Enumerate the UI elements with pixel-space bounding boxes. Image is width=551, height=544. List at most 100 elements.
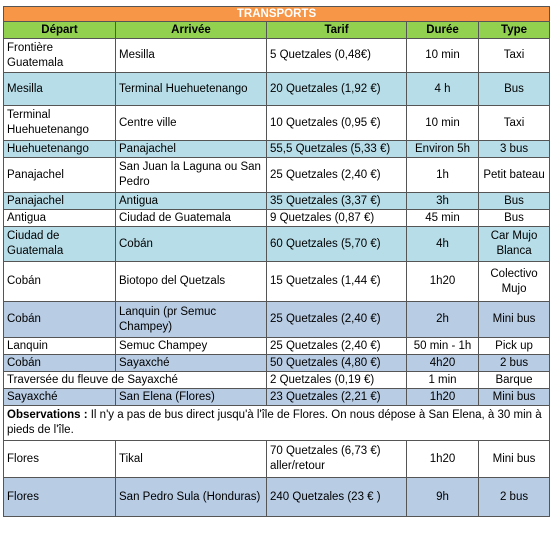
cell-type: Mini bus: [477, 388, 551, 406]
cell-tarif: 15 Quetzales (1,44 €): [266, 261, 407, 302]
cell-tarif: 25 Quetzales (2,40 €): [266, 157, 407, 193]
table-row: Terminal Huehuetenango Centre ville 10 Q…: [3, 105, 551, 141]
cell-type: Petit bateau: [477, 157, 551, 193]
cell-depart: Frontière Guatemala: [3, 38, 116, 73]
cell-type: Barque: [477, 371, 551, 389]
observations-cell: Observations : Il n'y a pas de bus direc…: [2, 405, 551, 441]
cell-arrivee: San Juan la Laguna ou San Pedro: [115, 157, 267, 193]
table-row: Lanquin Semuc Champey 25 Quetzales (2,40…: [3, 337, 551, 355]
cell-duree: 10 min: [406, 105, 479, 141]
cell-arrivee: Mesilla: [115, 38, 267, 73]
cell-duree: 3h: [406, 192, 479, 210]
cell-depart: Panajachel: [3, 157, 116, 193]
cell-duree: 4h: [406, 226, 479, 262]
observations-text: Il n'y a pas de bus direct jusqu'à l'île…: [7, 409, 542, 436]
cell-depart: Cobán: [3, 261, 116, 302]
cell-depart: Ciudad de Guatemala: [3, 226, 116, 262]
cell-tarif: 2 Quetzales (0,19 €): [266, 371, 407, 389]
header-tarif: Tarif: [266, 21, 407, 39]
table-row: Ciudad de Guatemala Cobán 60 Quetzales (…: [3, 226, 551, 262]
observations-row: Observations : Il n'y a pas de bus direc…: [2, 405, 551, 441]
header-type: Type: [477, 21, 551, 39]
cell-arrivee: Tikal: [115, 440, 267, 478]
cell-type: Bus: [477, 192, 551, 210]
cell-tarif: 70 Quetzales (6,73 €) aller/retour: [266, 440, 407, 478]
cell-arrivee: San Elena (Flores): [115, 388, 267, 406]
table-row: Flores San Pedro Sula (Honduras) 240 Que…: [3, 477, 551, 517]
transports-table: TRANSPORTS Départ Arrivée Tarif Durée Ty…: [2, 6, 551, 517]
cell-arrivee: Semuc Champey: [115, 337, 267, 355]
cell-type: 3 bus: [477, 140, 551, 158]
cell-depart: Lanquin: [3, 337, 116, 355]
cell-depart: Huehuetenango: [3, 140, 116, 158]
table-row: Traversée du fleuve de Sayaxché 2 Quetza…: [3, 371, 551, 389]
header-duree: Durée: [406, 21, 479, 39]
cell-duree: 45 min: [406, 209, 479, 227]
cell-tarif: 25 Quetzales (2,40 €): [266, 301, 407, 338]
cell-arrivee: Terminal Huehuetenango: [115, 72, 267, 106]
cell-tarif: 240 Quetzales (23 € ): [266, 477, 407, 517]
cell-tarif: 35 Quetzales (3,37 €): [266, 192, 407, 210]
cell-tarif: 5 Quetzales (0,48€): [266, 38, 407, 73]
cell-tarif: 25 Quetzales (2,40 €): [266, 337, 407, 355]
cell-arrivee: Lanquin (pr Semuc Champey): [115, 301, 267, 338]
cell-tarif: 20 Quetzales (1,92 €): [266, 72, 407, 106]
cell-type: Mini bus: [477, 440, 551, 478]
cell-depart: Traversée du fleuve de Sayaxché: [3, 371, 267, 389]
cell-arrivee: Cobán: [115, 226, 267, 262]
cell-duree: 4h20: [406, 354, 479, 372]
cell-depart: Cobán: [3, 354, 116, 372]
cell-tarif: 23 Quetzales (2,21 €): [266, 388, 407, 406]
cell-tarif: 55,5 Quetzales (5,33 €): [266, 140, 407, 158]
table-row: Cobán Biotopo del Quetzals 15 Quetzales …: [3, 261, 551, 302]
cell-duree: 1h20: [406, 388, 479, 406]
cell-duree: 1h20: [406, 261, 479, 302]
table-row: Cobán Lanquin (pr Semuc Champey) 25 Quet…: [3, 301, 551, 338]
cell-duree: 10 min: [406, 38, 479, 73]
cell-arrivee: Antigua: [115, 192, 267, 210]
table-row: Sayaxché San Elena (Flores) 23 Quetzales…: [3, 388, 551, 406]
cell-depart: Flores: [3, 477, 116, 517]
cell-tarif: 50 Quetzales (4,80 €): [266, 354, 407, 372]
cell-arrivee: Sayaxché: [115, 354, 267, 372]
header-depart: Départ: [3, 21, 116, 39]
cell-duree: 2h: [406, 301, 479, 338]
cell-duree: Environ 5h: [406, 140, 479, 158]
cell-depart: Panajachel: [3, 192, 116, 210]
cell-type: Taxi: [477, 105, 551, 141]
cell-duree: 1h20: [406, 440, 479, 478]
cell-type: Mini bus: [477, 301, 551, 338]
cell-type: Pick up: [477, 337, 551, 355]
cell-arrivee: Panajachel: [115, 140, 267, 158]
table-row: Cobán Sayaxché 50 Quetzales (4,80 €) 4h2…: [3, 354, 551, 372]
table-row: Frontière Guatemala Mesilla 5 Quetzales …: [3, 38, 551, 73]
cell-arrivee: San Pedro Sula (Honduras): [115, 477, 267, 517]
cell-depart: Mesilla: [3, 72, 116, 106]
cell-duree: 9h: [406, 477, 479, 517]
cell-type: 2 bus: [477, 354, 551, 372]
cell-type: Taxi: [477, 38, 551, 73]
table-row: Huehuetenango Panajachel 55,5 Quetzales …: [3, 140, 551, 158]
cell-type: Bus: [477, 72, 551, 106]
cell-type: Car Mujo Blanca: [477, 226, 551, 262]
header-arrivee: Arrivée: [115, 21, 267, 39]
cell-duree: 50 min - 1h: [406, 337, 479, 355]
cell-depart: Antigua: [3, 209, 116, 227]
cell-depart: Cobán: [3, 301, 116, 338]
table-title: TRANSPORTS: [2, 6, 551, 22]
cell-depart: Terminal Huehuetenango: [3, 105, 116, 141]
cell-tarif: 60 Quetzales (5,70 €): [266, 226, 407, 262]
cell-depart: Flores: [3, 440, 116, 478]
table-row: Flores Tikal 70 Quetzales (6,73 €) aller…: [3, 440, 551, 478]
table-row: Mesilla Terminal Huehuetenango 20 Quetza…: [3, 72, 551, 106]
table-row: Antigua Ciudad de Guatemala 9 Quetzales …: [3, 209, 551, 227]
cell-arrivee: Centre ville: [115, 105, 267, 141]
observations-label: Observations :: [7, 409, 88, 421]
cell-arrivee: Biotopo del Quetzals: [115, 261, 267, 302]
table-row: Panajachel San Juan la Laguna ou San Ped…: [3, 157, 551, 193]
cell-type: Bus: [477, 209, 551, 227]
cell-tarif: 10 Quetzales (0,95 €): [266, 105, 407, 141]
table-row: Panajachel Antigua 35 Quetzales (3,37 €)…: [3, 192, 551, 210]
cell-tarif: 9 Quetzales (0,87 €): [266, 209, 407, 227]
cell-depart: Sayaxché: [3, 388, 116, 406]
